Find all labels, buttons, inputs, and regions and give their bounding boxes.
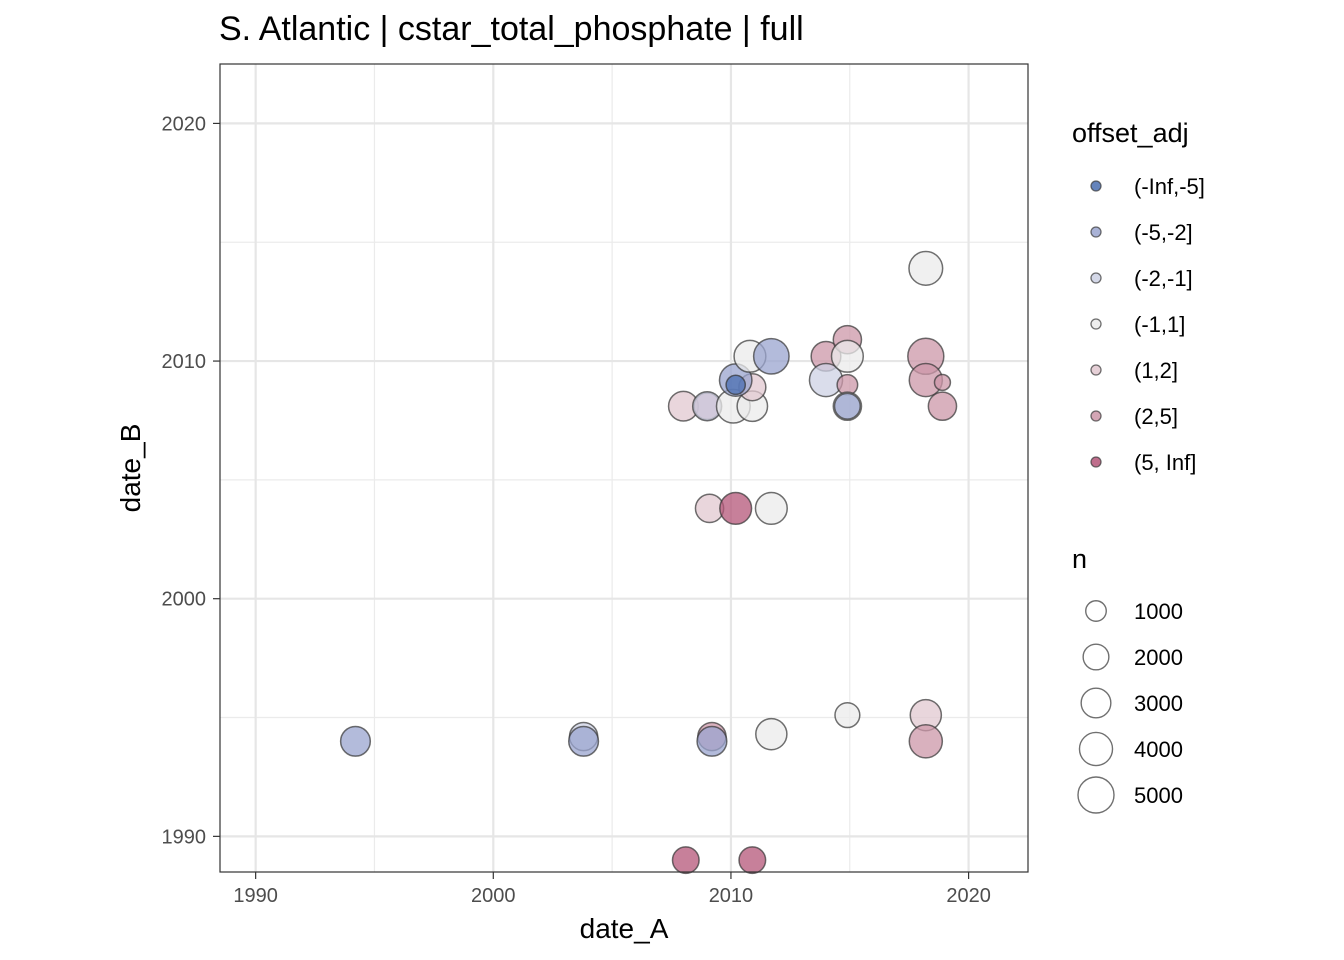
color-legend-title: offset_adj	[1072, 118, 1189, 148]
size-legend-key	[1085, 600, 1107, 622]
data-point	[752, 337, 790, 375]
color-legend-label: (2,5]	[1134, 404, 1178, 429]
color-legend-key	[1090, 318, 1102, 330]
size-legend-label: 2000	[1134, 645, 1183, 670]
color-legend-label: (1,2]	[1134, 358, 1178, 383]
data-point	[908, 724, 944, 759]
y-tick-label: 2010	[162, 351, 207, 373]
data-point	[719, 491, 753, 526]
color-legend-label: (-5,-2]	[1134, 220, 1193, 245]
color-legend-label: (-2,-1]	[1134, 266, 1193, 291]
color-legend-label: (5, Inf]	[1134, 450, 1196, 475]
x-tick-label: 2010	[709, 885, 754, 907]
data-point	[671, 846, 700, 875]
data-point	[738, 846, 767, 875]
color-legend-key	[1090, 180, 1102, 192]
y-tick-label: 1990	[162, 826, 207, 848]
color-legend-key	[1090, 272, 1102, 284]
size-legend-key	[1080, 687, 1112, 719]
data-point	[754, 491, 788, 526]
data-points	[339, 250, 958, 875]
color-legend-key	[1090, 410, 1102, 422]
y-axis-title: date_B	[115, 424, 146, 513]
y-tick-label: 2000	[162, 589, 207, 611]
data-point	[833, 392, 861, 420]
data-point	[830, 339, 865, 373]
x-tick-label: 1990	[233, 885, 278, 907]
data-point	[339, 725, 372, 757]
size-legend-title: n	[1072, 544, 1087, 574]
data-point	[834, 702, 861, 729]
size-legend: n 1000 2000 3000 4000 5000	[1072, 544, 1183, 814]
size-legend-label: 5000	[1134, 783, 1183, 808]
size-legend-label: 4000	[1134, 737, 1183, 762]
color-legend: offset_adj (-Inf,-5] (-5,-2] (-2,-1] (-1,1]…	[1072, 118, 1205, 475]
data-point	[696, 725, 728, 757]
chart-title: S. Atlantic | cstar_total_phosphate | fu…	[219, 10, 804, 48]
plot-panel-border	[219, 63, 1029, 873]
color-legend-key	[1090, 364, 1102, 376]
x-tick-label: 2020	[946, 885, 991, 907]
data-point	[908, 250, 944, 286]
size-legend-key	[1077, 776, 1115, 814]
size-legend-label: 1000	[1134, 599, 1183, 624]
data-point	[755, 717, 788, 751]
color-legend-label: (-Inf,-5]	[1134, 174, 1205, 199]
size-legend-key	[1078, 731, 1114, 767]
x-tick-label: 2000	[471, 885, 516, 907]
size-legend-label: 3000	[1134, 691, 1183, 716]
axes: 1990 2000 2010 2020 1990 2000 2010 2020	[162, 113, 991, 907]
data-point	[927, 391, 958, 422]
size-legend-key	[1082, 643, 1110, 671]
data-point	[725, 374, 747, 396]
y-tick-label: 2020	[162, 113, 207, 135]
color-legend-key	[1090, 226, 1102, 238]
color-legend-label: (-1,1]	[1134, 312, 1185, 337]
color-legend-key	[1090, 456, 1102, 468]
data-point	[568, 725, 600, 757]
grid-lines	[220, 64, 1028, 872]
x-axis-title: date_A	[580, 913, 669, 944]
data-point	[933, 373, 952, 392]
